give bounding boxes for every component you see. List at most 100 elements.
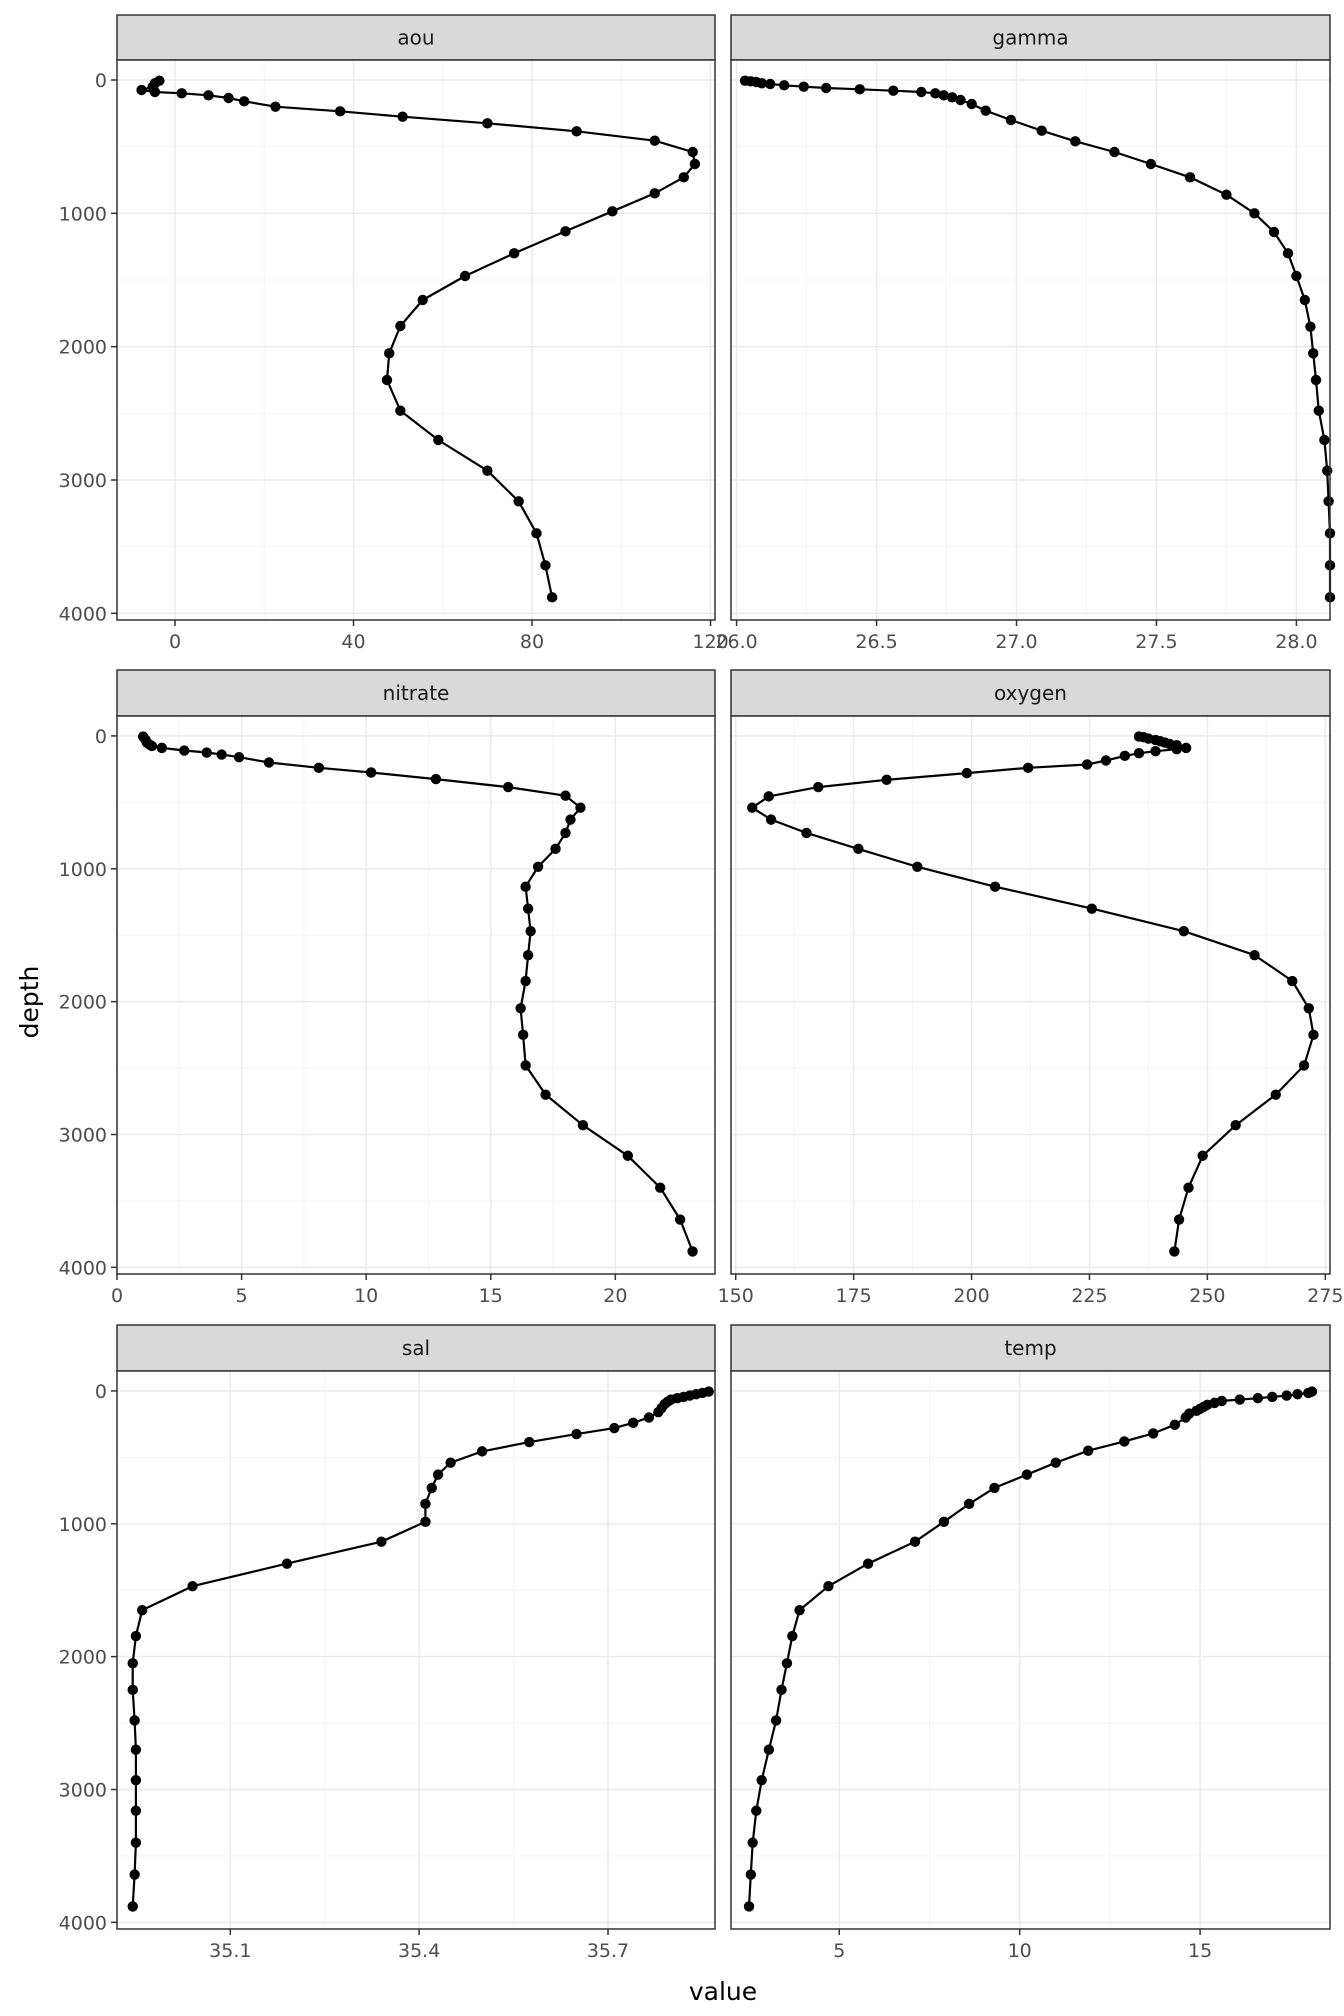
data-point-oxygen — [989, 881, 1001, 892]
y-tick-label: 2000 — [59, 337, 107, 359]
x-tick-label: 40 — [341, 631, 365, 653]
x-tick-label: 35.4 — [398, 1940, 440, 1962]
y-tick-label: 4000 — [59, 1257, 107, 1279]
data-point-gamma — [1109, 146, 1120, 158]
facet-panel-temp: temp 5 10 15 — [730, 1324, 1331, 1962]
data-point-oxygen — [1180, 742, 1192, 754]
data-point-oxygen — [1287, 975, 1298, 987]
data-point-aou — [334, 106, 346, 117]
data-point-oxygen — [961, 767, 973, 779]
y-tick-label: 0 — [95, 726, 107, 748]
data-point-gamma — [1305, 321, 1316, 332]
data-point-nitrate — [156, 742, 168, 754]
panel-border — [730, 1370, 1331, 1930]
data-point-aou — [270, 101, 281, 112]
data-point-temp — [1303, 1387, 1314, 1399]
data-point-sal — [376, 1536, 387, 1547]
data-point-temp — [1169, 1419, 1181, 1431]
x-tick-label: 27.0 — [995, 631, 1037, 653]
data-point-gamma — [1310, 374, 1322, 386]
data-point-oxygen — [1133, 748, 1145, 759]
data-point-aou — [223, 92, 234, 104]
facet-strip — [116, 669, 716, 717]
y-tick-label: 1000 — [59, 1514, 107, 1536]
data-point-temp — [1292, 1389, 1303, 1400]
data-point-gamma — [1070, 136, 1081, 147]
data-point-nitrate — [520, 975, 531, 987]
data-point-sal — [420, 1516, 431, 1527]
data-point-gamma — [1282, 248, 1294, 259]
x-tick-label: 26.0 — [715, 631, 757, 653]
data-point-nitrate — [674, 1214, 686, 1225]
data-point-aou — [649, 188, 660, 199]
x-tick-label: 120 — [692, 631, 728, 653]
facet-panel-aou: aou 0 40 80 120 0 1000 2000 3000 4000 — [59, 14, 729, 653]
x-tick-label: 20 — [603, 1285, 627, 1307]
facet-strip — [116, 1324, 716, 1372]
panel-border — [116, 59, 716, 621]
data-point-sal — [129, 1869, 140, 1880]
panel-background — [731, 60, 1330, 620]
data-point-oxygen — [801, 827, 812, 839]
data-point-nitrate — [577, 1120, 589, 1131]
data-point-temp — [1234, 1394, 1245, 1405]
data-point-nitrate — [654, 1182, 666, 1193]
data-point-aou — [531, 528, 542, 539]
y-tick-label: 2000 — [59, 1647, 107, 1669]
data-point-gamma — [1221, 189, 1232, 200]
x-tick-label: 200 — [953, 1285, 989, 1307]
x-tick-label: 0 — [111, 1285, 123, 1307]
data-point-oxygen — [1169, 1246, 1180, 1257]
data-point-nitrate — [522, 903, 534, 914]
data-point-nitrate — [233, 751, 245, 763]
y-tick-label: 3000 — [59, 1780, 107, 1802]
data-point-aou — [417, 294, 428, 306]
data-point-aou — [136, 84, 147, 96]
data-point-sal — [609, 1422, 620, 1434]
data-point-oxygen — [1178, 926, 1189, 937]
data-point-sal — [571, 1428, 582, 1440]
data-point-nitrate — [179, 745, 190, 756]
data-point-temp — [787, 1630, 798, 1642]
data-point-nitrate — [560, 790, 571, 801]
data-point-gamma — [930, 88, 941, 99]
data-point-nitrate — [522, 949, 534, 961]
data-point-oxygen — [1308, 1029, 1319, 1041]
data-point-gamma — [1005, 114, 1017, 126]
data-point-sal — [127, 1901, 138, 1912]
data-point-gamma — [778, 80, 790, 91]
data-point-aou — [482, 465, 493, 476]
data-point-aou — [397, 111, 408, 122]
y-tick-label: 1000 — [59, 859, 107, 881]
data-point-nitrate — [565, 814, 576, 825]
data-point-aou — [513, 496, 524, 507]
data-point-oxygen — [1230, 1120, 1241, 1131]
data-point-oxygen — [763, 791, 774, 802]
data-point-temp — [1281, 1390, 1292, 1401]
data-point-nitrate — [520, 881, 531, 892]
data-point-sal — [127, 1684, 138, 1696]
x-tick-label: 5 — [833, 1940, 845, 1962]
data-point-sal — [627, 1417, 639, 1429]
data-point-temp — [1180, 1412, 1191, 1423]
data-point-nitrate — [216, 749, 227, 760]
x-tick-label: 175 — [835, 1285, 871, 1307]
data-point-nitrate — [430, 773, 442, 785]
data-point-gamma — [1145, 158, 1157, 170]
data-point-gamma — [756, 78, 767, 89]
x-tick-label: 26.5 — [855, 631, 897, 653]
data-point-sal — [130, 1744, 142, 1755]
data-point-gamma — [1268, 226, 1280, 238]
panel-background — [731, 1371, 1330, 1929]
data-point-oxygen — [1197, 1150, 1208, 1161]
x-tick-label: 15 — [1188, 1940, 1212, 1962]
panel-background — [117, 716, 715, 1274]
data-point-temp — [794, 1604, 805, 1616]
data-point-nitrate — [502, 781, 514, 793]
data-point-oxygen — [765, 814, 777, 825]
x-axis-title: value — [689, 1977, 757, 2006]
data-point-gamma — [1299, 294, 1311, 306]
data-point-gamma — [888, 85, 899, 96]
data-point-sal — [127, 1658, 138, 1669]
data-point-nitrate — [263, 757, 275, 768]
